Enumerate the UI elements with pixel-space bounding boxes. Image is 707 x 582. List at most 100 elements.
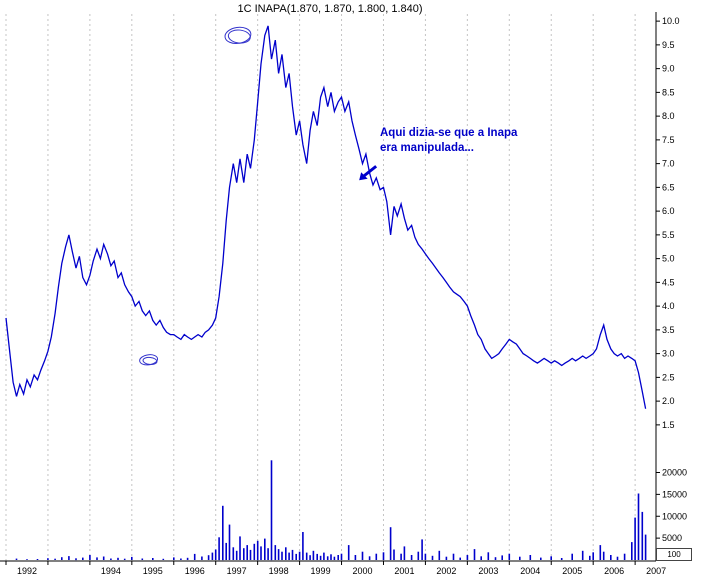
volume-bar <box>519 556 521 560</box>
volume-bar <box>316 553 318 560</box>
volume-bar <box>459 557 461 560</box>
volume-bar <box>256 540 259 561</box>
volume-bar <box>162 558 165 560</box>
volume-bar <box>82 557 84 560</box>
year-label: 2003 <box>478 566 498 576</box>
volume-bar <box>424 553 427 560</box>
volume-bar <box>333 556 336 560</box>
volume-bar <box>239 536 241 560</box>
year-label: 1996 <box>185 566 205 576</box>
volume-bar <box>152 558 154 560</box>
year-label: 1992 <box>17 566 37 576</box>
volume-bar <box>291 549 294 560</box>
price-axis-label: 8.5 <box>662 87 675 97</box>
volume-axis-label: 20000 <box>662 468 687 478</box>
volume-bar <box>417 551 420 560</box>
price-axis-label: 5.5 <box>662 230 675 240</box>
price-axis-label: 10.0 <box>662 16 680 26</box>
volume-bar <box>644 534 647 560</box>
price-axis-label: 2.0 <box>662 396 675 406</box>
volume-bar <box>550 556 552 560</box>
volume-bar <box>253 543 256 560</box>
volume-bar <box>61 557 63 560</box>
year-label: 2001 <box>394 566 414 576</box>
price-axis-label: 6.0 <box>662 206 675 216</box>
volume-bar <box>218 537 220 561</box>
volume-bar <box>421 539 423 560</box>
volume-bar <box>400 553 402 560</box>
volume-bar <box>438 550 441 560</box>
hand-drawn-circle <box>227 29 251 44</box>
volume-bar <box>431 555 434 560</box>
price-axis-label: 3.5 <box>662 325 675 335</box>
year-label: 2005 <box>562 566 582 576</box>
price-axis-label: 4.0 <box>662 301 675 311</box>
volume-bar <box>602 551 605 560</box>
volume-bar <box>302 532 304 560</box>
volume-bar <box>117 557 119 560</box>
volume-bar <box>277 549 280 560</box>
volume-bar <box>560 558 563 560</box>
volume-bar <box>466 555 469 560</box>
volume-bar <box>473 549 476 560</box>
volume-bar <box>47 558 49 560</box>
volume-bar <box>571 553 573 560</box>
volume-bar <box>361 551 364 560</box>
annotation-arrow-shaft <box>363 165 378 177</box>
volume-bar <box>540 557 542 560</box>
year-label: 1999 <box>311 566 331 576</box>
volume-bar <box>305 552 308 560</box>
volume-bar <box>36 559 39 560</box>
volume-bar <box>26 559 28 560</box>
volume-bar <box>207 555 210 560</box>
volume-bar <box>211 552 214 560</box>
volume-bar <box>487 552 490 560</box>
price-axis-label: 9.0 <box>662 64 675 74</box>
volume-bar <box>285 547 287 560</box>
price-axis-label: 2.5 <box>662 372 675 382</box>
volume-bar <box>75 558 77 561</box>
year-label: 1997 <box>227 566 247 576</box>
volume-bar <box>15 558 18 560</box>
volume-bar <box>246 545 248 560</box>
volume-bar <box>452 553 455 560</box>
annotation-arrow-head <box>359 172 368 181</box>
volume-bar <box>393 549 395 560</box>
volume-bar <box>89 555 91 560</box>
volume-bar <box>68 556 70 560</box>
volume-bar <box>410 555 413 560</box>
volume-bar <box>592 552 594 560</box>
volume-bar <box>214 549 217 560</box>
price-line <box>5 25 647 409</box>
volume-axis-label: 10000 <box>662 511 687 521</box>
volume-bar <box>368 556 371 560</box>
chart-title: 1C INAPA(1.870, 1.870, 1.800, 1.840) <box>237 3 423 15</box>
year-label: 2004 <box>520 566 540 576</box>
volume-bar <box>330 554 332 560</box>
volume-bar <box>274 545 277 560</box>
year-label: 2007 <box>646 566 666 576</box>
volume-bar <box>249 549 252 560</box>
volume-bar <box>403 546 406 560</box>
volume-bar <box>54 558 56 560</box>
price-axis-label: 1.5 <box>662 420 675 430</box>
price-axis-label: 4.5 <box>662 277 675 287</box>
volume-bar <box>347 545 350 560</box>
volume-bar <box>375 553 378 560</box>
year-label: 2006 <box>604 566 624 576</box>
volume-bar <box>232 547 235 560</box>
volume-bar <box>131 556 133 560</box>
year-label: 1994 <box>101 566 121 576</box>
volume-bar <box>623 553 626 560</box>
volume-bar <box>631 542 633 560</box>
volume-bar <box>228 524 231 560</box>
volume-bar <box>312 550 315 560</box>
volume-bar <box>508 553 511 560</box>
volume-bar <box>222 505 224 561</box>
volume-bar <box>637 493 640 560</box>
price-axis-label: 9.5 <box>662 40 675 50</box>
volume-bar <box>319 555 322 560</box>
price-axis-label: 5.0 <box>662 254 675 264</box>
volume-bar <box>186 557 189 560</box>
